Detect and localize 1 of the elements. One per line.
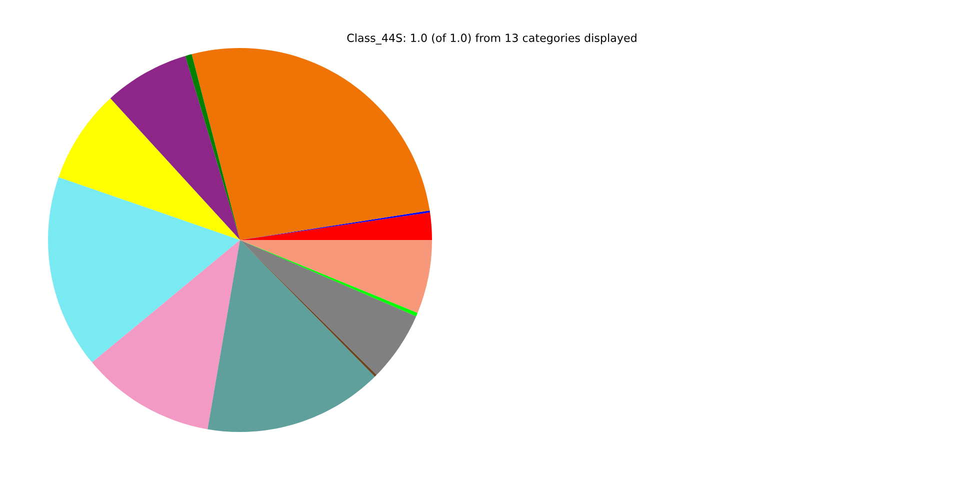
- text: Class_44S: 1.0 (of 1.0) from 13 categories displayed: [347, 33, 636, 45]
